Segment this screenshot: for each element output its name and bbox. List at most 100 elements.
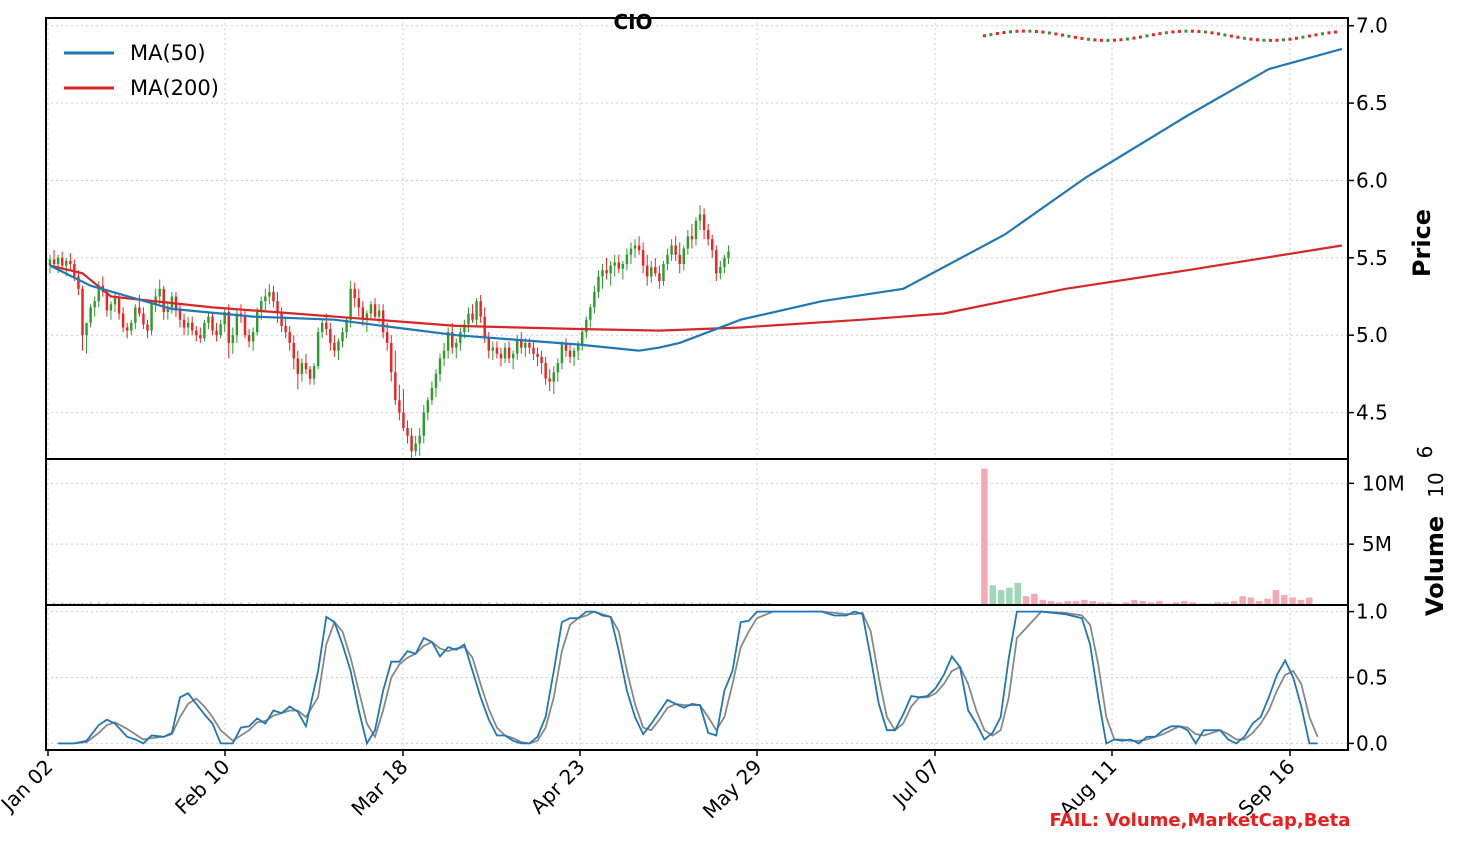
late-candle xyxy=(1002,31,1006,35)
candle-body xyxy=(280,313,283,326)
candle-body xyxy=(268,291,271,297)
volume-bar xyxy=(1280,595,1288,606)
candle-body xyxy=(434,373,438,388)
volume-bar xyxy=(406,602,409,605)
candle-body xyxy=(162,288,165,312)
late-candle xyxy=(1034,30,1038,34)
candle-body xyxy=(662,264,665,282)
late-candle xyxy=(1197,29,1201,33)
candle-body xyxy=(455,342,458,348)
candle-body xyxy=(520,339,523,348)
late-candle xyxy=(1275,38,1279,42)
candle-body xyxy=(690,236,694,240)
volume-bar xyxy=(576,602,580,605)
candle-body xyxy=(377,310,381,317)
candle-body xyxy=(130,322,133,331)
legend-ma200-label: MA(200) xyxy=(130,76,219,100)
candle-body xyxy=(357,298,360,308)
volume-bar xyxy=(503,602,507,605)
candle-body xyxy=(515,339,519,354)
volume-multiplier-base: 10 xyxy=(1424,472,1448,497)
candle-body xyxy=(706,229,710,240)
volume-bar xyxy=(585,602,588,605)
candle-body xyxy=(422,412,425,436)
volume-bar xyxy=(337,602,340,605)
volume-bar xyxy=(467,602,470,605)
candle-body xyxy=(532,347,535,354)
late-candle xyxy=(1125,37,1129,41)
volume-tick-label: 10M xyxy=(1362,471,1405,495)
candle-body xyxy=(97,285,100,302)
candle-body xyxy=(552,372,555,382)
candle-body xyxy=(402,412,405,429)
candle-body xyxy=(365,313,369,320)
volume-bar xyxy=(381,602,385,605)
candle-body xyxy=(609,265,612,274)
candle-body xyxy=(251,332,255,342)
price-tick-label: 5.0 xyxy=(1356,323,1388,347)
volume-bar xyxy=(459,602,462,605)
late-candle xyxy=(1249,37,1253,41)
candle-body xyxy=(227,312,230,343)
candle-body xyxy=(593,291,596,308)
candle-body xyxy=(264,296,267,302)
late-candle xyxy=(1203,30,1207,34)
volume-bar xyxy=(1272,590,1280,606)
candle-body xyxy=(199,335,202,339)
candle-body xyxy=(195,330,198,336)
candle-body xyxy=(243,316,247,336)
volume-bar xyxy=(621,602,625,605)
late-candle xyxy=(1073,35,1077,39)
volume-bar xyxy=(735,602,738,605)
volume-bar xyxy=(564,602,568,605)
candle-body xyxy=(320,322,324,333)
volume-bar xyxy=(1305,597,1313,606)
volume-bar xyxy=(247,602,251,605)
volume-bar xyxy=(186,602,190,605)
late-candle xyxy=(1164,31,1168,35)
candle-body xyxy=(682,248,685,265)
late-candle xyxy=(1099,38,1103,42)
volume-bar xyxy=(1014,582,1021,606)
volume-bar xyxy=(398,602,401,605)
volume-bar xyxy=(548,602,551,605)
candle-body xyxy=(255,312,259,333)
candle-body xyxy=(507,347,511,359)
candle-body xyxy=(694,220,698,240)
candle-body xyxy=(536,353,539,357)
candle-body xyxy=(211,316,214,331)
candle-body xyxy=(138,307,141,314)
candle-body xyxy=(390,342,393,373)
late-candle xyxy=(1190,29,1194,33)
volume-bar xyxy=(690,602,694,605)
volume-bar xyxy=(1031,593,1038,606)
volume-bar xyxy=(276,602,279,605)
candle-body xyxy=(450,332,454,348)
candle-body xyxy=(276,301,279,314)
volume-bar xyxy=(369,602,373,605)
late-candle xyxy=(1210,31,1214,35)
candle-body xyxy=(89,307,92,323)
volume-bar xyxy=(284,602,287,605)
volume-bar xyxy=(361,602,365,605)
late-candle xyxy=(995,32,999,36)
candle-body xyxy=(105,291,109,311)
candle-body xyxy=(150,304,153,331)
late-candle xyxy=(1119,38,1123,42)
candle-body xyxy=(353,288,356,299)
late-candle xyxy=(1106,38,1110,42)
volume-bar xyxy=(105,602,109,605)
candle-body xyxy=(650,267,653,277)
price-tick-label: 4.5 xyxy=(1356,401,1388,425)
candle-body xyxy=(426,400,430,413)
late-candle xyxy=(1080,36,1084,40)
candle-body xyxy=(670,245,673,255)
volume-bar xyxy=(113,602,117,605)
candle-body xyxy=(540,356,543,364)
candle-body xyxy=(633,245,637,249)
indicator-lines xyxy=(49,47,1343,746)
late-candle xyxy=(989,33,993,37)
volume-bar xyxy=(524,602,527,605)
volume-bar xyxy=(178,602,182,605)
